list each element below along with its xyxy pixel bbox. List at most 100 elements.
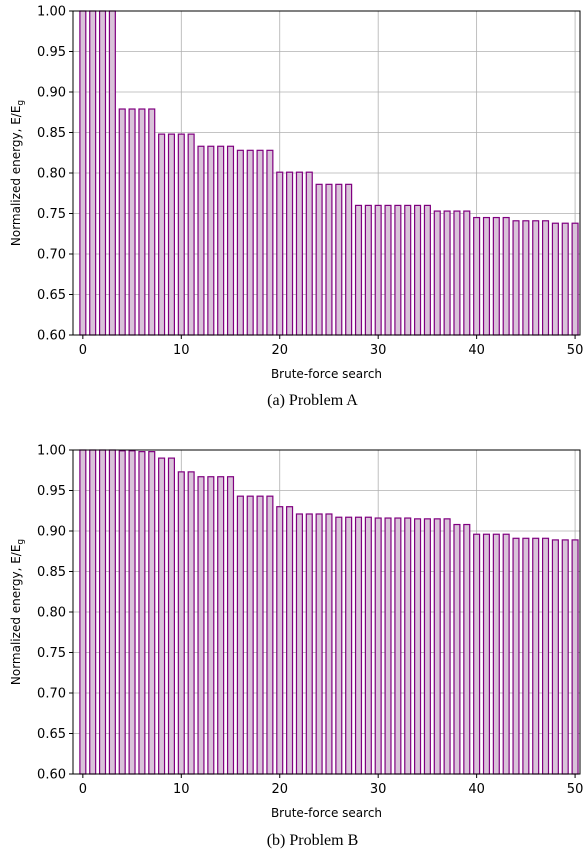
grid-lines [73,10,580,336]
y-tick-label: 0.60 [37,768,66,783]
bar [335,516,343,775]
y-tick-label: 0.85 [37,126,66,141]
y-tick-label: 0.75 [37,646,66,661]
bar [167,457,176,775]
bar [414,518,422,775]
x-axis-label: Brute-force search [271,806,382,820]
bar [325,513,333,775]
bar [384,204,392,336]
bar [256,495,264,775]
bar [167,133,176,336]
bar [138,451,146,775]
y-tick-label: 0.95 [37,45,66,60]
y-tick-label: 0.95 [37,484,66,499]
bar [423,518,431,775]
y-tick-label: 0.75 [37,207,66,222]
bar [532,220,540,336]
bar [394,204,402,336]
bar [246,149,254,336]
plot-frame [72,449,581,775]
bar [197,145,205,336]
bar [345,516,353,775]
bar [325,183,333,336]
y-tick-label: 0.70 [37,248,66,263]
bar [414,204,422,336]
bar [354,516,363,775]
bar [463,523,471,775]
bar [256,149,264,336]
bar [354,204,363,336]
bar [286,506,294,775]
bar [384,517,392,775]
bar [148,108,156,336]
bar [364,516,372,775]
bar [492,533,500,775]
bar [502,533,510,775]
bar [187,133,195,336]
y-tick-label: 0.90 [37,86,66,101]
bar [79,449,87,775]
bar [374,204,382,336]
bar [128,450,136,775]
x-tick-label: 0 [79,343,87,358]
bar [276,171,284,336]
x-tick-label: 50 [567,343,583,358]
bar [423,204,431,336]
bar [187,471,195,775]
bar [217,476,225,775]
bar [89,449,97,775]
bar [551,222,559,336]
bar [443,518,451,775]
bar [433,210,441,336]
y-tick-label: 0.60 [37,329,66,344]
bars [79,449,579,775]
bar [433,518,441,775]
bar [246,495,254,775]
y-tick-label: 1.00 [37,5,66,20]
bar [473,533,481,775]
ticks: 0 10 20 30 40 50 0.60 0.65 0.70 0.75 0.80 0.85 0.90 0… [37,5,583,359]
bar [335,183,343,336]
bar [492,216,500,336]
x-tick-label: 20 [271,343,288,358]
x-tick-label: 30 [370,343,387,358]
bar [207,145,215,336]
bar [532,537,540,775]
bar [138,108,146,336]
y-tick-label: 0.90 [37,525,66,540]
bar [453,210,461,336]
y-tick-label: 0.80 [37,606,66,621]
bar [571,539,579,775]
bar [108,449,116,775]
y-axis-label: Normalized energy, E/Eg [9,100,26,246]
bar [404,204,412,336]
y-tick-label: 0.70 [37,687,66,702]
bar [197,476,205,775]
ticks: 0 10 20 30 40 50 0.60 0.65 0.70 0.75 0.80 0.85 0.90 0… [37,444,583,798]
plot-frame [72,10,581,336]
bar [482,533,491,775]
x-tick-label: 40 [468,343,485,358]
bar [118,108,126,336]
bar [522,220,530,336]
bar [551,539,559,775]
bar [276,506,284,775]
bar [148,451,156,775]
bar [236,149,244,336]
bar [89,10,97,336]
bar [315,183,323,336]
x-axis-label: Brute-force search [271,367,382,381]
bar [207,476,215,775]
bar [512,537,520,775]
x-tick-label: 10 [173,343,190,358]
y-tick-label: 1.00 [37,444,66,459]
bar [482,216,491,336]
bar [502,216,510,336]
x-tick-label: 20 [271,782,288,797]
x-tick-label: 10 [173,782,190,797]
x-tick-label: 40 [468,782,485,797]
bar [217,145,225,336]
bar [364,204,372,336]
y-tick-label: 0.80 [37,167,66,182]
